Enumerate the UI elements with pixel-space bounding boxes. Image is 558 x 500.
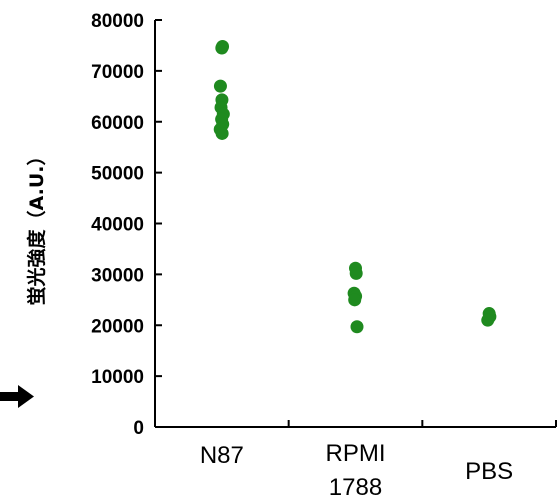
y-tick-label: 60000 — [91, 113, 144, 134]
y-tick-label: 10000 — [91, 367, 144, 388]
data-point — [481, 313, 495, 327]
x-category-label: N87 — [200, 442, 244, 469]
data-point — [350, 320, 364, 334]
y-tick-label: 20000 — [91, 316, 144, 337]
data-point — [215, 126, 229, 140]
arrow-annotation — [0, 385, 34, 408]
arrow-head — [18, 385, 34, 408]
y-tick-label: 50000 — [91, 164, 144, 185]
y-tick-label: 0 — [133, 418, 144, 439]
y-tick-label: 80000 — [91, 11, 144, 32]
y-tick-label: 70000 — [91, 62, 144, 83]
arrow-shaft — [0, 392, 20, 401]
x-category-label: 1788 — [329, 474, 382, 500]
y-tick-label: 30000 — [91, 265, 144, 286]
x-category-label: RPMI — [326, 440, 386, 467]
data-point — [348, 293, 362, 307]
y-axis-title: 蛍光強度（A.U.） — [25, 147, 48, 306]
data-point — [213, 79, 227, 93]
y-tick-label: 40000 — [91, 215, 144, 236]
x-categories: N87 RPMI 1788 PBS — [200, 420, 557, 500]
y-ticks: 0 10000 20000 30000 40000 50000 60000 70000 8000… — [91, 11, 162, 439]
axes — [154, 20, 556, 428]
data-point — [349, 266, 363, 280]
data-points — [213, 39, 497, 334]
data-point — [216, 39, 230, 53]
x-category-label: PBS — [465, 458, 513, 485]
